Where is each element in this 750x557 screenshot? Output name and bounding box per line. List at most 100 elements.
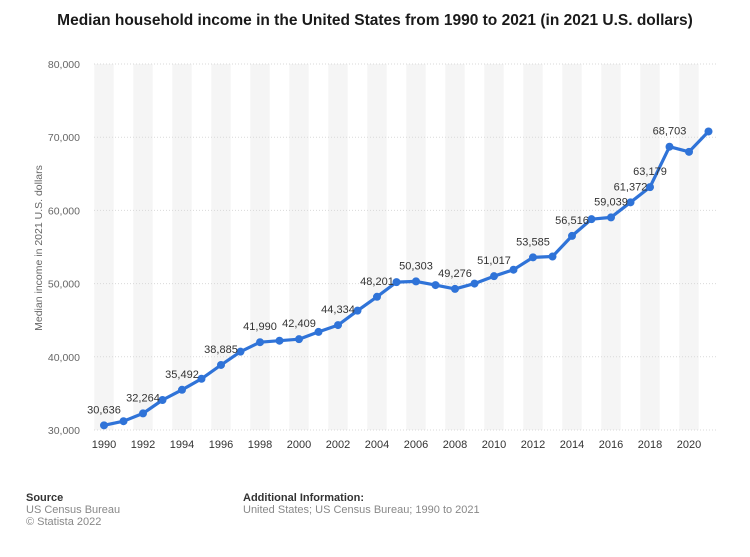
gridlines [94, 63, 718, 431]
data-label: 63,179 [633, 166, 667, 178]
y-tick-label: 40,000 [48, 352, 80, 364]
source-heading: Source [26, 492, 64, 504]
plot-band [445, 64, 465, 430]
y-tick-label: 80,000 [48, 59, 80, 71]
x-tick-label: 1990 [92, 439, 116, 451]
data-label: 38,885 [204, 344, 238, 356]
x-tick-label: 2018 [638, 439, 662, 451]
data-point [373, 292, 381, 301]
data-label: 42,409 [282, 318, 316, 330]
data-label: 59,039 [594, 196, 628, 208]
x-tick-label: 2000 [287, 439, 311, 451]
data-point [178, 385, 186, 394]
data-label: 35,492 [165, 369, 199, 381]
data-point [490, 272, 498, 281]
plot-band [211, 64, 231, 430]
x-tick-label: 1994 [170, 439, 194, 451]
x-tick-label: 2020 [677, 439, 701, 451]
plot-band [250, 64, 270, 430]
data-label: 44,334 [321, 304, 355, 316]
x-tick-label: 1996 [209, 439, 233, 451]
y-tick-label: 60,000 [48, 205, 80, 217]
x-tick-label: 2008 [443, 439, 467, 451]
data-point [685, 147, 693, 156]
data-point [470, 279, 479, 288]
plot-band [328, 64, 348, 430]
data-point [412, 277, 420, 286]
source-block: Source US Census Bureau © Statista 2022 [26, 492, 120, 528]
data-point [646, 183, 654, 192]
data-labels: 30,636 32,264 35,492 38,885 41,990 42,409 44,3… [87, 126, 686, 417]
data-points [100, 127, 713, 430]
data-point [587, 215, 596, 224]
data-label: 51,017 [477, 255, 511, 267]
x-tick-label: 1998 [248, 439, 272, 451]
data-label: 56,516 [555, 215, 589, 227]
additional-info-block: Additional Information: United States; U… [243, 492, 480, 516]
source-line: US Census Bureau [26, 504, 121, 516]
data-point [100, 421, 108, 430]
x-tick-label: 2010 [482, 439, 506, 451]
data-point [334, 321, 342, 330]
y-axis-label: Median income in 2021 U.S. dollars [33, 165, 45, 331]
plot-band [523, 64, 543, 430]
plot-band [289, 64, 309, 430]
data-label: 50,303 [399, 260, 433, 272]
x-tick-label: 2012 [521, 439, 545, 451]
plot-band [133, 64, 153, 430]
x-tick-label: 1992 [131, 439, 155, 451]
data-point [704, 127, 713, 136]
data-point [217, 360, 225, 369]
plot-band [640, 64, 660, 430]
plot-band [484, 64, 504, 430]
data-label: 61,372 [614, 181, 648, 193]
data-label: 68,703 [653, 126, 687, 138]
data-point [139, 409, 147, 418]
y-axis-ticks: 30,000 40,000 50,000 60,000 70,000 80,000 [48, 59, 80, 437]
data-point [431, 281, 440, 290]
data-label: 53,585 [516, 236, 550, 248]
data-point [119, 417, 128, 426]
x-tick-label: 2004 [365, 439, 389, 451]
y-tick-label: 30,000 [48, 425, 80, 437]
data-point [353, 306, 362, 315]
info-heading: Additional Information: [243, 492, 364, 504]
line-chart: 30,000 40,000 50,000 60,000 70,000 80,000 199… [33, 59, 718, 451]
data-point [197, 374, 206, 383]
data-label: 48,201 [360, 276, 394, 288]
data-point [451, 284, 459, 293]
y-tick-label: 50,000 [48, 279, 80, 291]
data-point [607, 213, 615, 222]
data-label: 41,990 [243, 321, 277, 333]
x-axis-ticks: 1990 1992 1994 1996 1998 2000 2002 2004 2006 2008… [92, 439, 701, 451]
data-point [236, 347, 245, 356]
data-point [529, 253, 537, 262]
plot-band [172, 64, 192, 430]
plot-band [94, 64, 114, 430]
x-tick-label: 2016 [599, 439, 623, 451]
data-label: 49,276 [438, 268, 472, 280]
copyright-line: © Statista 2022 [26, 516, 102, 528]
chart-title: Median household income in the United St… [57, 12, 693, 29]
data-point [314, 327, 323, 336]
plot-band [562, 64, 582, 430]
data-point [568, 231, 576, 240]
data-point [256, 338, 264, 347]
data-point [158, 395, 167, 404]
plot-band [367, 64, 387, 430]
data-point [392, 278, 401, 287]
info-line: United States; US Census Bureau; 1990 to… [243, 504, 480, 516]
data-label: 30,636 [87, 404, 121, 416]
data-point [509, 265, 518, 274]
data-point [548, 252, 557, 261]
y-tick-label: 70,000 [48, 132, 80, 144]
data-label: 32,264 [126, 392, 160, 404]
plot-band [406, 64, 426, 430]
data-point [626, 198, 635, 207]
x-tick-label: 2014 [560, 439, 584, 451]
x-tick-label: 2006 [404, 439, 428, 451]
data-point [295, 335, 303, 344]
plot-band [601, 64, 621, 430]
data-point [275, 336, 284, 345]
x-tick-label: 2002 [326, 439, 350, 451]
